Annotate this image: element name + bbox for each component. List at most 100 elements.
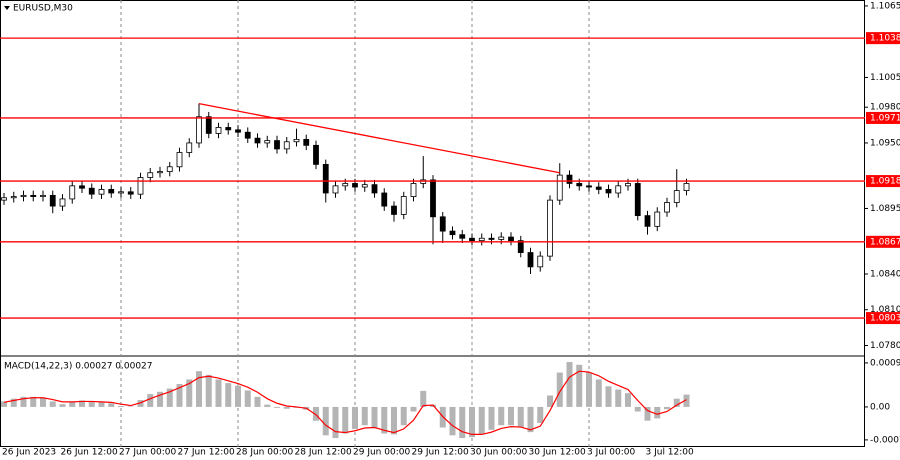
histogram-bar <box>381 406 388 434</box>
histogram-bar <box>69 401 76 407</box>
histogram-bar <box>10 398 17 407</box>
histogram-bar <box>264 404 271 407</box>
histogram-bar <box>449 406 456 436</box>
level-label-bg <box>866 111 900 124</box>
menu-arrow <box>4 6 10 10</box>
candle-body <box>186 142 193 153</box>
histogram-bar <box>166 388 173 407</box>
candle-body <box>478 237 485 242</box>
histogram-bar <box>488 406 495 430</box>
candle-body <box>342 183 349 187</box>
candle-body <box>664 202 670 213</box>
x-tick-label: 28 Jun 12:00 <box>295 448 352 458</box>
candle-body <box>293 138 300 143</box>
histogram-bar <box>157 391 163 407</box>
candle-body <box>1 197 7 201</box>
candle-body <box>400 196 407 215</box>
candle-body <box>449 230 456 236</box>
histogram-bar <box>547 395 553 407</box>
histogram-bar <box>254 396 261 407</box>
candle-body <box>430 179 436 218</box>
level-label-bg <box>866 32 900 45</box>
histogram-bar <box>517 406 524 428</box>
candle-body <box>69 185 76 200</box>
candle-body <box>88 187 95 195</box>
histogram-bar <box>537 406 544 423</box>
candle-body <box>118 191 124 194</box>
histogram-bar <box>478 406 485 435</box>
histogram-bar <box>30 396 37 407</box>
candle-body <box>10 196 17 199</box>
candle-body <box>166 166 173 172</box>
candle-body <box>537 255 544 268</box>
histogram-bar <box>88 401 95 407</box>
y-tick-label: 1.0895 <box>870 204 900 214</box>
level-label-bg <box>866 175 900 188</box>
candle-body <box>634 183 641 217</box>
x-tick-label: 3 Jul 00:00 <box>587 448 636 458</box>
level-label-bg <box>866 312 900 325</box>
x-tick-label: 30 Jun 12:00 <box>529 448 586 458</box>
candle-body <box>371 184 378 194</box>
candle-body <box>361 184 368 188</box>
histogram-bar <box>147 394 154 407</box>
candle-body <box>439 216 446 232</box>
histogram-bar <box>576 364 583 407</box>
candle-body <box>566 174 573 184</box>
candle-body <box>673 190 680 203</box>
histogram-bar <box>322 406 329 436</box>
candle-body <box>517 240 524 253</box>
histogram-bar <box>654 406 661 419</box>
histogram-bar <box>566 362 573 407</box>
x-tick-label: 30 Jun 00:00 <box>470 448 527 458</box>
candle-body <box>625 183 631 187</box>
histogram-bar <box>40 397 46 407</box>
histogram-bar <box>186 379 193 407</box>
y-tick-label: 0.00096 <box>870 358 900 368</box>
y-tick-label: 0.00 <box>870 402 890 412</box>
candle-body <box>235 129 241 133</box>
level-label: 1.0918 <box>870 177 900 187</box>
candle-body <box>98 189 105 195</box>
candle-body <box>40 194 46 197</box>
histogram-bar <box>605 386 612 407</box>
candle-body <box>20 194 27 197</box>
histogram-bar <box>420 390 427 407</box>
x-tick-label: 27 Jun 00:00 <box>119 448 176 458</box>
histogram-bar <box>118 406 124 407</box>
candle-body <box>108 189 115 194</box>
candle-body <box>595 186 602 190</box>
histogram-bar <box>108 403 115 407</box>
histogram-bar <box>332 406 339 439</box>
x-tick-label: 29 Jun 00:00 <box>353 448 410 458</box>
histogram-bar <box>673 398 680 407</box>
histogram-bar <box>79 400 85 407</box>
candle-body <box>313 144 319 165</box>
histogram-bar <box>342 406 349 434</box>
candle-body <box>283 141 290 150</box>
histogram-bar <box>391 406 397 435</box>
histogram-bar <box>98 401 105 407</box>
histogram-bar <box>634 406 641 412</box>
level-label-bg <box>866 235 900 248</box>
candle-body <box>147 172 154 178</box>
histogram-bar <box>625 393 631 407</box>
candle-body <box>459 234 466 239</box>
histogram-bar <box>459 406 466 439</box>
candle-body <box>391 205 397 215</box>
histogram-bar <box>683 394 690 407</box>
candle-body <box>332 185 339 194</box>
indicator-title: MACD(14,22,3) 0.00027 0.00027 <box>4 362 153 372</box>
x-tick-label: 28 Jun 00:00 <box>236 448 293 458</box>
candle-body <box>59 198 66 207</box>
candle-body <box>264 140 271 144</box>
histogram-bar <box>527 406 534 433</box>
candle-body <box>508 236 514 242</box>
candle-body <box>254 137 261 144</box>
histogram-bar <box>235 385 241 407</box>
candle-body <box>196 116 202 144</box>
histogram-bar <box>176 384 183 407</box>
x-tick-label: 26 Jun 12:00 <box>61 448 118 458</box>
